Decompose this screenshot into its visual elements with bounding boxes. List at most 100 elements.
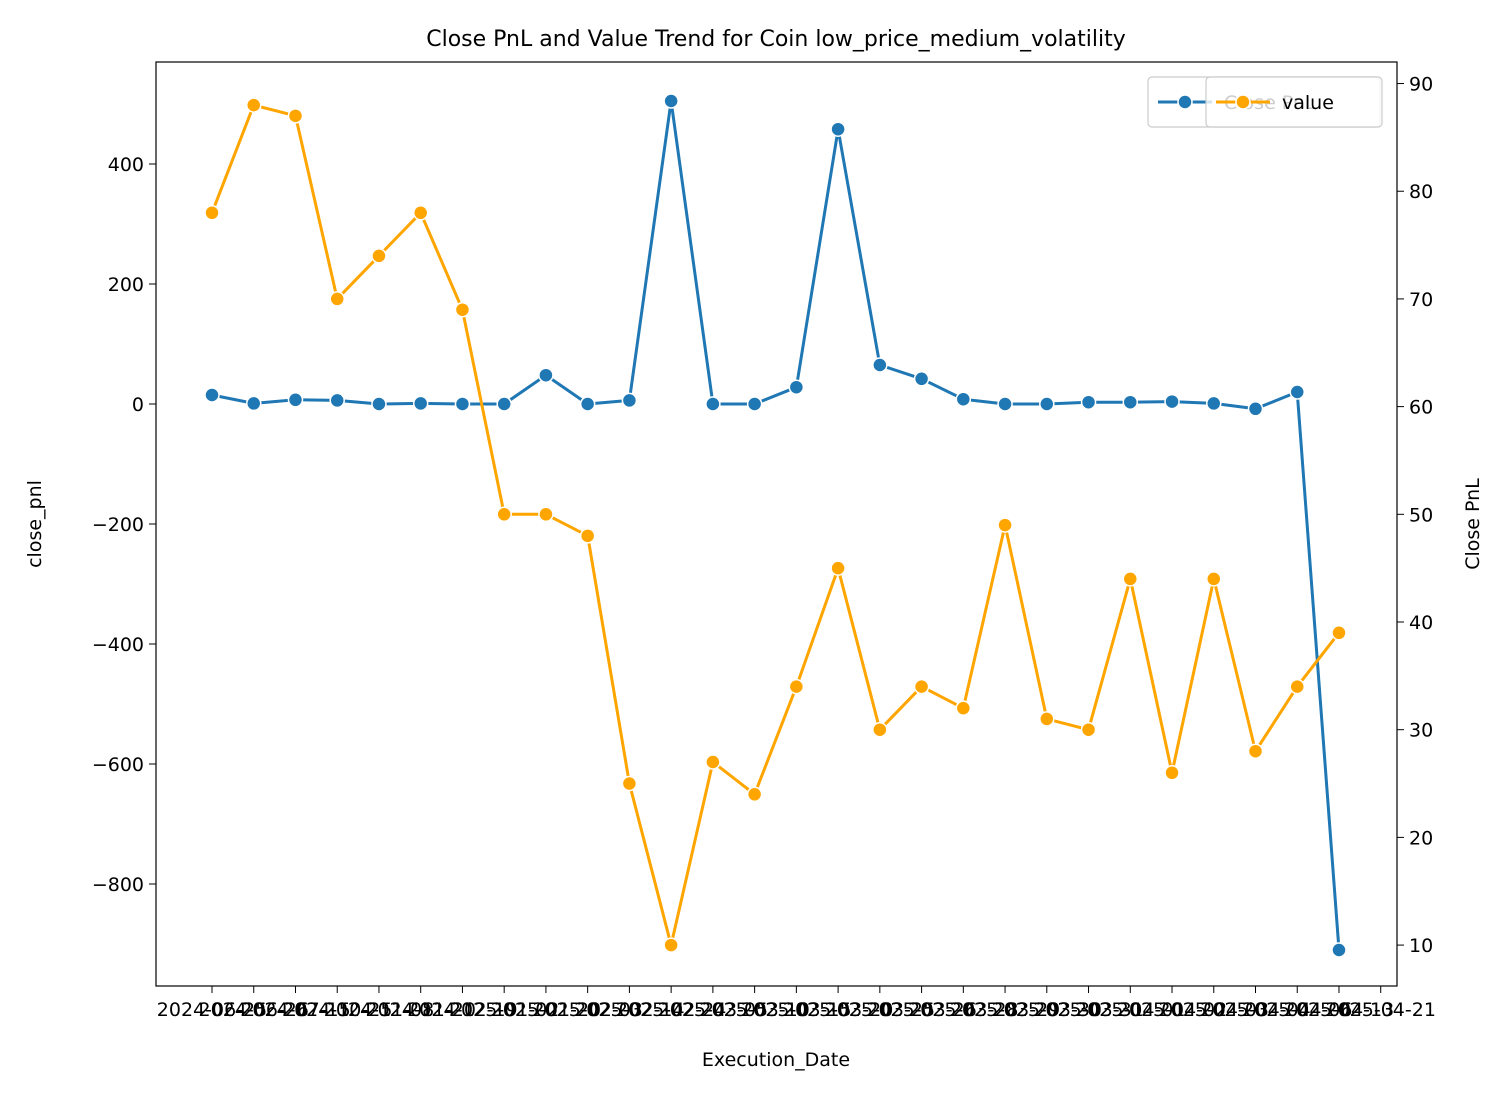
x-tick-label: 2025-04-02 xyxy=(1117,999,1227,1021)
data-point xyxy=(496,396,512,412)
data-point xyxy=(245,97,262,113)
data-point xyxy=(454,396,471,412)
y-axis-left-label: close_pnl xyxy=(24,480,46,568)
data-point xyxy=(872,357,888,373)
data-point xyxy=(1289,384,1305,400)
data-point xyxy=(371,396,387,412)
data-point xyxy=(1080,394,1097,410)
x-axis: 2024-06-252024-06-262024-07-152024-10-25… xyxy=(157,986,1436,1021)
x-tick-label: 2025-03-26 xyxy=(866,999,976,1021)
data-point xyxy=(1164,765,1180,781)
x-tick-label: 2025-02-14 xyxy=(574,999,684,1021)
series-line xyxy=(211,99,1341,951)
data-point xyxy=(1331,625,1347,641)
y-left-tick-label: 0 xyxy=(132,394,144,416)
data-point xyxy=(913,678,930,695)
x-tick-label: 2025-01-02 xyxy=(449,999,559,1021)
y-right-tick-label: 40 xyxy=(1409,612,1433,634)
x-tick-label: 2024-11-08 xyxy=(324,999,434,1021)
x-tick-label: 2024-06-26 xyxy=(199,999,309,1021)
y-right-tick-label: 90 xyxy=(1409,74,1433,96)
x-tick-label: 2025-03-30 xyxy=(992,999,1102,1021)
data-point xyxy=(663,937,679,953)
x-tick-label: 2024-07-15 xyxy=(240,999,350,1021)
data-point xyxy=(1331,942,1347,958)
legend-swatch-marker xyxy=(1235,94,1251,110)
series-1 xyxy=(204,97,1347,953)
data-point xyxy=(1247,743,1264,759)
data-point xyxy=(538,506,554,523)
y-axis-right-label: Close PnL xyxy=(1462,478,1484,570)
data-point xyxy=(621,392,638,409)
data-point xyxy=(663,93,679,109)
data-point xyxy=(1039,396,1055,412)
data-point xyxy=(788,379,805,395)
data-point xyxy=(830,560,846,576)
x-tick-label: 2024-06-25 xyxy=(157,999,267,1021)
data-point xyxy=(1039,711,1055,727)
y-left-tick-label: 400 xyxy=(108,154,144,176)
data-point xyxy=(1247,401,1264,417)
y-right-tick-label: 20 xyxy=(1409,827,1433,849)
data-point xyxy=(997,396,1013,412)
data-point xyxy=(371,248,387,264)
x-tick-label: 2024-10-25 xyxy=(282,999,392,1021)
data-point xyxy=(1164,393,1180,410)
x-tick-label: 2025-02-24 xyxy=(616,999,726,1021)
y-right-tick-label: 70 xyxy=(1409,289,1433,311)
x-tick-label: 2025-03-15 xyxy=(741,999,851,1021)
data-point xyxy=(1289,678,1305,695)
legend-label: value xyxy=(1282,92,1334,114)
y-right-tick-label: 10 xyxy=(1409,935,1433,957)
data-point xyxy=(245,395,262,412)
x-tick-label: 2024-12-19 xyxy=(407,999,517,1021)
legend-box xyxy=(1205,76,1383,128)
data-point xyxy=(746,786,763,803)
data-point xyxy=(621,775,638,792)
data-point xyxy=(329,392,345,409)
data-point xyxy=(454,301,471,318)
data-point xyxy=(1122,394,1139,410)
x-tick-label: 2025-03-28 xyxy=(908,999,1018,1021)
data-point xyxy=(287,108,304,124)
x-tick-label: 2025-04-13 xyxy=(1284,999,1394,1021)
data-point xyxy=(746,396,763,412)
series-0 xyxy=(204,93,1347,958)
x-tick-label: 2025-04-01 xyxy=(1075,999,1185,1021)
data-point xyxy=(788,678,805,695)
x-tick-label: 2025-04-03 xyxy=(1159,999,1269,1021)
series-line xyxy=(210,103,1341,947)
data-point xyxy=(955,391,972,407)
x-tick-label: 2025-01-20 xyxy=(491,999,601,1021)
y-right-tick-label: 60 xyxy=(1409,397,1433,419)
y-axis-left: 400 200 0 −200 −400 −600 −800 xyxy=(92,154,156,896)
x-tick-label: 2025-04-21 xyxy=(1326,999,1436,1021)
data-point xyxy=(955,700,972,716)
series-layer xyxy=(204,93,1347,958)
data-point xyxy=(872,721,888,738)
y-right-tick-label: 80 xyxy=(1409,181,1433,203)
data-point xyxy=(579,396,596,412)
x-tick-label: 2025-04-04 xyxy=(1200,999,1310,1021)
data-point xyxy=(204,387,220,403)
x-tick-label: 2025-03-25 xyxy=(825,999,935,1021)
data-point xyxy=(412,205,429,221)
data-point xyxy=(329,291,345,307)
data-point xyxy=(538,367,554,383)
y-right-tick-label: 30 xyxy=(1409,720,1433,742)
y-left-tick-label: −800 xyxy=(92,874,144,896)
x-tick-label: 2025-02-03 xyxy=(532,999,642,1021)
x-tick-label: 2025-03-31 xyxy=(1033,999,1143,1021)
plot-area xyxy=(156,62,1397,986)
chart-title: Close PnL and Value Trend for Coin low_p… xyxy=(426,27,1126,52)
data-point xyxy=(1206,395,1222,412)
plot-frame xyxy=(155,61,1398,987)
data-point xyxy=(496,506,512,523)
data-point xyxy=(705,396,721,412)
data-point xyxy=(579,528,596,544)
y-left-tick-label: 200 xyxy=(108,274,144,296)
y-right-tick-label: 50 xyxy=(1409,504,1433,526)
legend-entry-1: value xyxy=(1205,76,1383,128)
